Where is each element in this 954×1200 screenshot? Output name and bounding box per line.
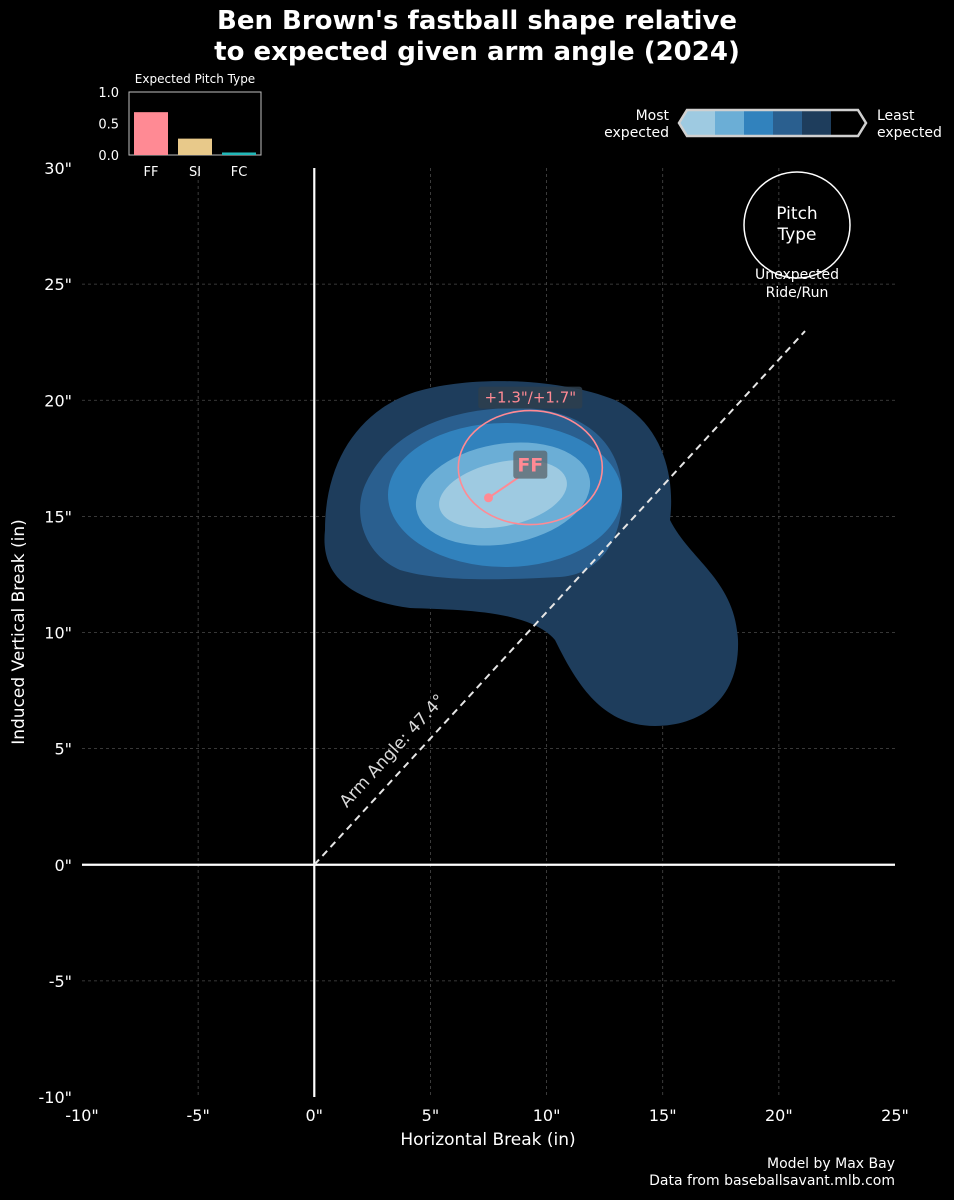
key-circle-line2: Type — [776, 225, 816, 245]
legend-most-line2: expected — [604, 125, 669, 141]
inset-y-tick-label: 0.5 — [98, 118, 119, 133]
grid-lines — [82, 168, 895, 1097]
y-tick-label: 30" — [44, 159, 72, 178]
pitch-marker-group: FF +1.3"/+1.7" — [457, 386, 604, 526]
inset-y-ticks: 0.0 0.5 1.0 — [98, 86, 119, 164]
inset-x-ticks: FF SI FC — [144, 165, 248, 180]
expectedness-legend: Most expected Least expected — [604, 108, 942, 141]
x-tick-label: 15" — [649, 1106, 677, 1125]
legend-swatch — [686, 111, 715, 135]
pitch-label: FF — [517, 455, 543, 477]
inset-bar — [178, 138, 212, 155]
inset-y-tick-label: 1.0 — [98, 86, 119, 101]
x-axis-label: Horizontal Break (in) — [400, 1130, 575, 1150]
pitch-label-box — [513, 450, 548, 479]
footer-source: Data from baseballsavant.mlb.com — [649, 1173, 895, 1189]
arm-angle-line — [313, 330, 806, 866]
chart-title-line1: Ben Brown's fastball shape relative — [217, 6, 737, 36]
y-tick-label: 0" — [54, 856, 72, 875]
chart-title: Ben Brown's fastball shape relative to e… — [0, 6, 954, 68]
legend-swatch — [715, 111, 744, 135]
pitch-movement-vector — [487, 476, 519, 499]
y-tick-label: -5" — [49, 972, 72, 991]
x-tick-label: 5" — [422, 1106, 440, 1125]
pitch-diff-box — [478, 386, 583, 409]
x-tick-labels: -10" -5" 0" 5" 10" 15" 20" 25" — [65, 1106, 909, 1125]
legend-swatch — [744, 111, 773, 135]
y-tick-labels: -10" -5" 0" 5" 10" 15" 20" 25" 30" — [39, 159, 73, 1107]
x-tick-label: 25" — [881, 1106, 909, 1125]
legend-swatch — [831, 111, 860, 135]
x-tick-label: -10" — [65, 1106, 99, 1125]
inset-bar-chart: Expected Pitch Type 0.0 0.5 1.0 FF SI FC — [98, 72, 262, 180]
y-tick-label: 15" — [44, 507, 72, 526]
legend-swatch — [773, 111, 802, 135]
chart-title-line2: to expected given arm angle (2024) — [214, 37, 740, 67]
legend-color-bar — [680, 111, 860, 135]
key-sub-line2: Ride/Run — [766, 285, 829, 301]
pitch-type-key: Pitch Type Unexpected Ride/Run — [743, 171, 851, 301]
inset-x-tick-label: SI — [189, 165, 201, 180]
x-tick-label: -5" — [186, 1106, 209, 1125]
legend-swatch — [802, 111, 831, 135]
pitch-expected-ellipse — [457, 409, 604, 526]
key-sub-line1: Unexpected — [755, 267, 839, 283]
pitch-actual-point — [484, 493, 493, 503]
inset-bar — [222, 152, 256, 155]
key-circle-line1: Pitch — [776, 204, 817, 224]
inset-title: Expected Pitch Type — [135, 72, 255, 86]
inset-bars — [134, 112, 256, 155]
legend-least-line2: expected — [877, 125, 942, 141]
x-tick-label: 20" — [765, 1106, 793, 1125]
x-tick-label: 0" — [306, 1106, 324, 1125]
legend-most-line1: Most — [636, 108, 670, 124]
key-circle — [743, 171, 851, 279]
inset-bar — [134, 112, 168, 155]
footer-credits: Model by Max Bay Data from baseballsavan… — [649, 1156, 895, 1190]
y-tick-label: 10" — [44, 624, 72, 643]
y-axis-label: Induced Vertical Break (in) — [9, 519, 29, 745]
y-tick-label: 20" — [44, 391, 72, 410]
y-tick-label: 5" — [54, 740, 72, 759]
density-contours — [324, 381, 739, 726]
legend-outline — [677, 108, 868, 138]
legend-least-line1: Least — [877, 108, 915, 124]
legend-swatch-tip — [680, 111, 686, 135]
pitch-diff-label: +1.3"/+1.7" — [484, 389, 576, 407]
y-tick-label: -10" — [39, 1088, 73, 1107]
x-tick-label: 10" — [533, 1106, 561, 1125]
inset-x-tick-label: FF — [144, 165, 159, 180]
arm-angle-label: Arm Angle: 47.4° — [336, 691, 450, 812]
footer-model: Model by Max Bay — [767, 1156, 895, 1172]
y-tick-label: 25" — [44, 275, 72, 294]
inset-y-tick-label: 0.0 — [98, 149, 119, 164]
inset-x-tick-label: FC — [231, 165, 248, 180]
